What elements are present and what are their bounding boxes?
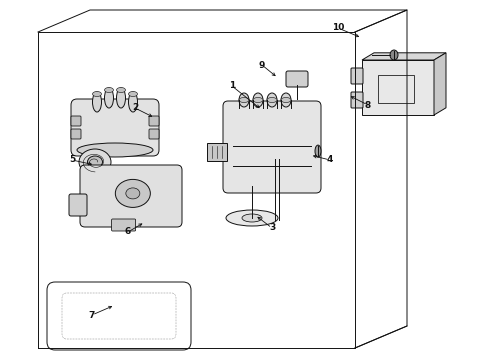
FancyBboxPatch shape bbox=[149, 116, 159, 126]
Ellipse shape bbox=[267, 98, 277, 103]
Text: 4: 4 bbox=[327, 156, 333, 165]
Ellipse shape bbox=[390, 50, 398, 60]
Ellipse shape bbox=[315, 145, 321, 157]
Ellipse shape bbox=[128, 92, 138, 112]
Text: 8: 8 bbox=[365, 100, 371, 109]
Polygon shape bbox=[434, 53, 446, 115]
FancyBboxPatch shape bbox=[286, 71, 308, 87]
FancyBboxPatch shape bbox=[69, 194, 87, 216]
Text: 7: 7 bbox=[89, 310, 95, 320]
Ellipse shape bbox=[253, 93, 263, 107]
FancyBboxPatch shape bbox=[351, 68, 363, 84]
Text: 6: 6 bbox=[125, 228, 131, 237]
Polygon shape bbox=[362, 53, 446, 60]
Ellipse shape bbox=[226, 210, 278, 226]
Ellipse shape bbox=[239, 98, 249, 103]
Ellipse shape bbox=[281, 93, 291, 107]
FancyBboxPatch shape bbox=[362, 60, 434, 115]
Text: 9: 9 bbox=[259, 60, 265, 69]
FancyBboxPatch shape bbox=[149, 129, 159, 139]
Ellipse shape bbox=[242, 214, 262, 222]
FancyBboxPatch shape bbox=[112, 219, 136, 231]
FancyBboxPatch shape bbox=[351, 92, 363, 108]
Text: 10: 10 bbox=[332, 23, 344, 32]
Text: 1: 1 bbox=[229, 81, 235, 90]
Ellipse shape bbox=[253, 98, 263, 103]
Ellipse shape bbox=[104, 88, 114, 108]
Ellipse shape bbox=[93, 92, 101, 112]
Ellipse shape bbox=[126, 188, 140, 199]
FancyBboxPatch shape bbox=[71, 99, 159, 156]
Ellipse shape bbox=[79, 149, 111, 175]
Ellipse shape bbox=[239, 93, 249, 107]
Text: 5: 5 bbox=[69, 156, 75, 165]
Ellipse shape bbox=[104, 87, 114, 93]
FancyBboxPatch shape bbox=[207, 143, 227, 161]
Ellipse shape bbox=[117, 87, 125, 93]
Ellipse shape bbox=[93, 91, 101, 96]
Ellipse shape bbox=[77, 143, 153, 157]
FancyBboxPatch shape bbox=[80, 165, 182, 227]
Text: 2: 2 bbox=[132, 104, 138, 112]
Text: 3: 3 bbox=[269, 224, 275, 233]
Ellipse shape bbox=[267, 93, 277, 107]
Ellipse shape bbox=[281, 98, 291, 103]
Ellipse shape bbox=[115, 179, 150, 207]
Ellipse shape bbox=[128, 91, 138, 96]
FancyBboxPatch shape bbox=[223, 101, 321, 193]
FancyBboxPatch shape bbox=[71, 116, 81, 126]
FancyBboxPatch shape bbox=[71, 129, 81, 139]
Ellipse shape bbox=[88, 156, 102, 168]
Ellipse shape bbox=[117, 88, 125, 108]
